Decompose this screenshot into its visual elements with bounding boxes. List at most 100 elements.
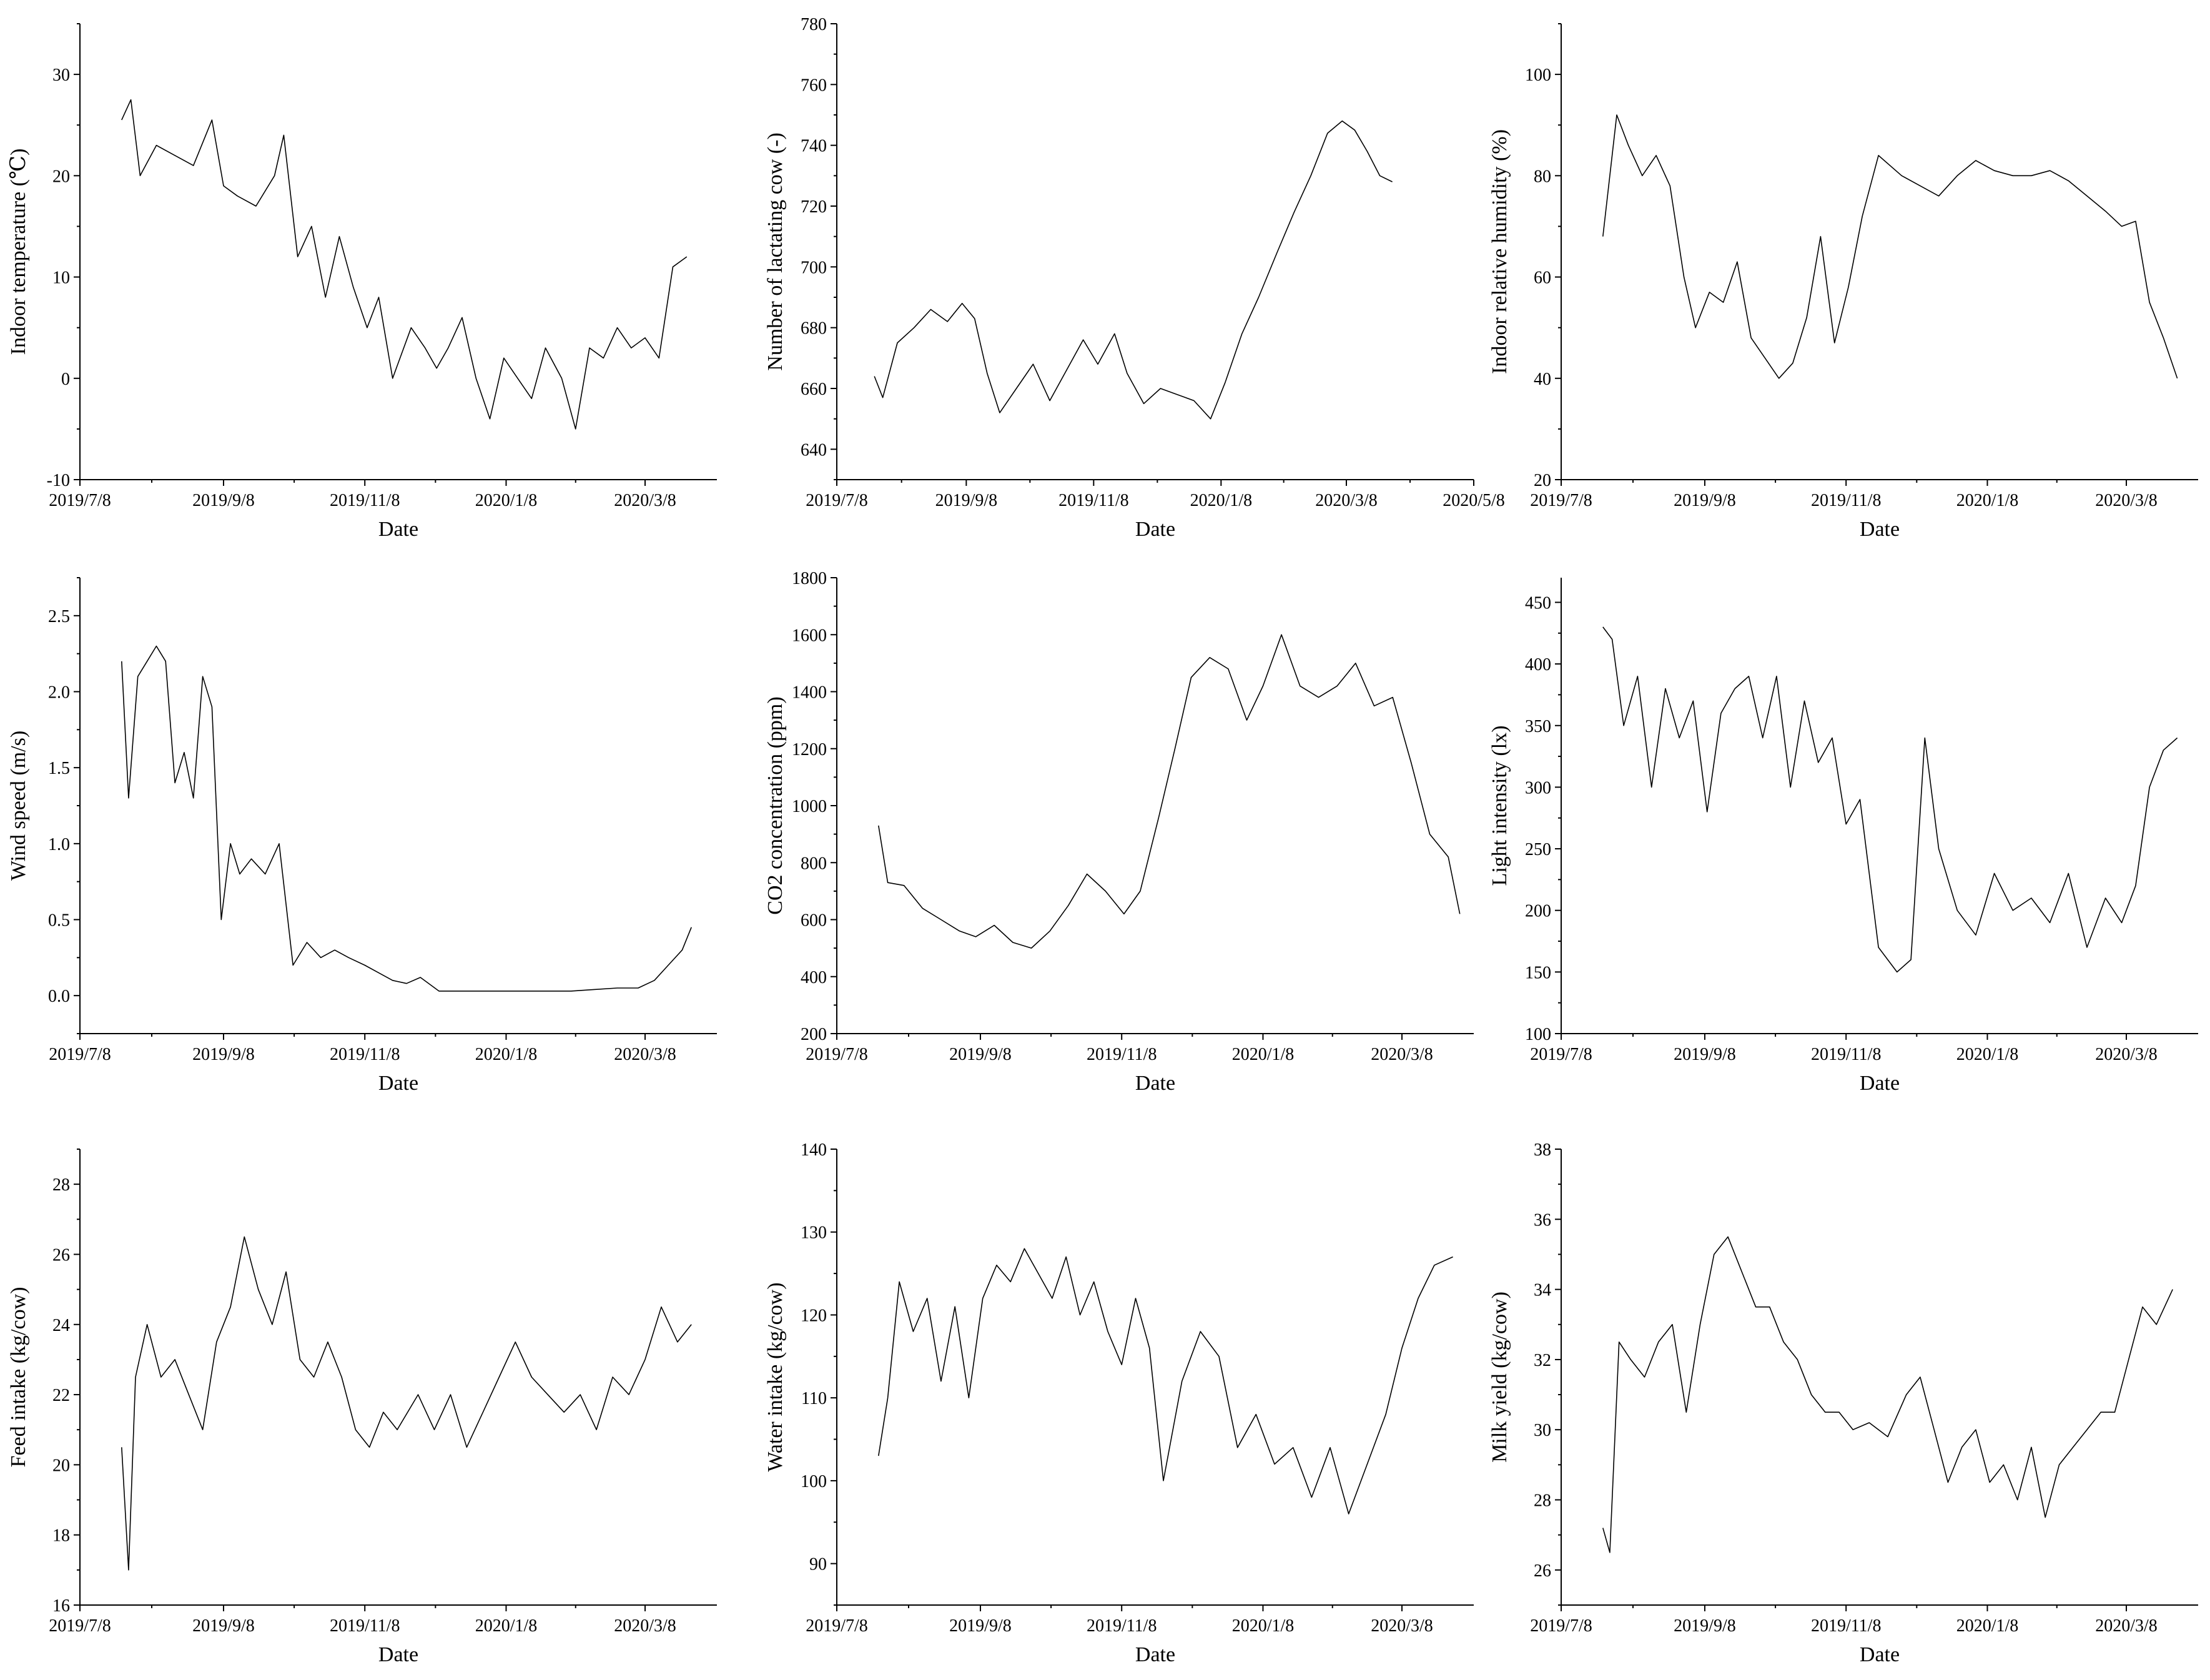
x-tick-label: 2019/11/8	[330, 491, 400, 510]
x-tick-label: 2019/11/8	[1811, 1616, 1882, 1636]
chart-panel-6: 100 150 200 250 300 350 400 450 2019/7/8 2019/9/8…	[1488, 578, 2198, 1095]
x-tick-label: 2019/7/8	[1530, 1045, 1592, 1064]
x-tick-label: 2020/3/8	[1371, 1045, 1433, 1064]
y-axis-label: Number of lactating cow (-)	[764, 132, 787, 370]
y-tick-label: 60	[1534, 269, 1551, 288]
x-tick-label: 2020/3/8	[614, 1045, 676, 1064]
y-tick-label: 20	[52, 1456, 70, 1475]
series-line-1	[121, 645, 692, 992]
x-tick-label: 2019/11/8	[1811, 491, 1882, 510]
y-axis-label: CO2 concentration (ppm)	[764, 696, 787, 914]
x-tick-label: 2019/11/8	[1811, 1045, 1882, 1064]
x-tick-label: 2020/1/8	[1956, 491, 2019, 510]
x-axis-label: Date	[1860, 518, 1900, 541]
y-tick-label: 100	[801, 1472, 827, 1491]
y-tick-label: 30	[1534, 1421, 1551, 1440]
y-tick-label: 680	[801, 319, 827, 338]
x-axis-label: Date	[1135, 518, 1175, 541]
x-tick-label: 2019/7/8	[806, 1616, 868, 1636]
y-axis-label: Wind speed (m/s)	[7, 731, 30, 881]
y-tick-label: 1200	[792, 740, 827, 759]
x-tick-label: 2020/1/8	[1956, 1616, 2019, 1636]
chart-panel-1: -10 0 10 20 30 2019/7/8 2019/9/8 2019/11/8 2020/…	[7, 23, 717, 541]
x-tick-label: 2020/1/8	[1956, 1045, 2019, 1064]
x-axis-label: Date	[378, 518, 418, 541]
y-axis-label: Light intensity (lx)	[1488, 726, 1511, 886]
x-tick-label: 2019/9/8	[192, 1616, 255, 1636]
x-tick-label: 2019/9/8	[1674, 1616, 1736, 1636]
x-tick-label: 2019/9/8	[935, 491, 998, 510]
y-tick-label: 26	[52, 1245, 70, 1265]
y-tick-label: 90	[809, 1555, 827, 1574]
x-tick-label: 2019/9/8	[1674, 491, 1736, 510]
y-tick-label: 28	[1534, 1491, 1551, 1511]
x-tick-label: 2020/3/8	[2095, 491, 2158, 510]
chart-panel-5: 200 400 600 800 1000 1200 1400 1600 1800 2019/7/8…	[764, 569, 1474, 1095]
x-tick-label: 2019/7/8	[1530, 491, 1592, 510]
x-tick-label: 2019/7/8	[49, 1616, 111, 1636]
y-tick-label: 32	[1534, 1351, 1551, 1370]
x-tick-label: 2020/3/8	[614, 491, 676, 510]
y-axis-label: Indoor relative humidity (%)	[1488, 129, 1511, 374]
y-tick-label: 110	[801, 1389, 827, 1408]
x-tick-label: 2019/9/8	[949, 1045, 1012, 1064]
y-tick-label: 200	[801, 1025, 827, 1044]
chart-panel-7: 16 18 20 22 24 26 28 2019/7/8 2019/9/8 2019/11/8 2…	[7, 1149, 717, 1666]
y-tick-label: 0.5	[48, 911, 70, 931]
x-axis-label: Date	[1860, 1072, 1900, 1095]
y-tick-label: 600	[801, 911, 827, 931]
y-tick-label: 1600	[792, 626, 827, 645]
x-tick-label: 2020/1/8	[1232, 1045, 1295, 1064]
y-tick-label: 0.0	[48, 987, 70, 1006]
y-tick-label: 400	[1525, 655, 1551, 674]
y-tick-label: 450	[1525, 593, 1551, 613]
y-tick-label: 740	[801, 137, 827, 156]
y-axis-label: Feed intake (kg/cow)	[7, 1287, 30, 1468]
series-line-1	[121, 1236, 692, 1571]
x-tick-label: 2019/7/8	[806, 1045, 868, 1064]
y-tick-label: 100	[1525, 66, 1551, 85]
series-line-1	[874, 120, 1393, 420]
x-axis-label: Date	[378, 1643, 418, 1666]
x-tick-label: 2019/7/8	[49, 491, 111, 510]
y-tick-label: 38	[1534, 1140, 1551, 1160]
x-tick-label: 2019/9/8	[192, 1045, 255, 1064]
y-axis-label: Milk yield (kg/cow)	[1488, 1292, 1511, 1463]
series-line-1	[1602, 114, 2178, 379]
y-tick-label: 1400	[792, 683, 827, 703]
y-tick-label: 20	[1534, 471, 1551, 490]
y-tick-label: 1.0	[48, 835, 70, 854]
y-tick-label: 250	[1525, 840, 1551, 859]
y-tick-label: 1800	[792, 569, 827, 588]
y-tick-label: 26	[1534, 1561, 1551, 1581]
x-axis-label: Date	[1135, 1643, 1175, 1666]
chart-panel-3: 20 40 60 80 100 2019/7/8 2019/9/8 2019/11/8 2020…	[1488, 23, 2198, 541]
y-tick-label: 150	[1525, 963, 1551, 982]
y-tick-label: 18	[52, 1526, 70, 1546]
x-tick-label: 2019/11/8	[330, 1045, 400, 1064]
y-tick-label: 2.0	[48, 683, 70, 703]
chart-panel-8: 90 100 110 120 130 140 2019/7/8 2019/9/8 2019/11…	[764, 1140, 1474, 1666]
x-axis-label: Date	[378, 1072, 418, 1095]
x-tick-label: 2020/3/8	[1315, 491, 1378, 510]
series-line-1	[121, 99, 688, 430]
y-tick-label: 120	[801, 1306, 827, 1325]
y-tick-label: 1000	[792, 797, 827, 816]
y-tick-label: 20	[52, 167, 70, 186]
chart-panel-4: 0.0 0.5 1.0 1.5 2.0 2.5 2019/7/8 2019/9/8 2019/1…	[7, 577, 717, 1095]
y-tick-label: 780	[801, 15, 827, 34]
x-tick-label: 2020/1/8	[475, 1045, 538, 1064]
y-tick-label: 200	[1525, 902, 1551, 921]
y-tick-label: 22	[52, 1386, 70, 1405]
y-tick-label: 16	[52, 1596, 70, 1616]
x-tick-label: 2019/11/8	[1087, 1045, 1157, 1064]
x-tick-label: 2020/1/8	[475, 1616, 538, 1636]
y-tick-label: 10	[52, 269, 70, 288]
x-tick-label: 2020/1/8	[1232, 1616, 1295, 1636]
y-tick-label: 800	[801, 854, 827, 873]
x-tick-label: 2020/3/8	[2095, 1616, 2158, 1636]
x-tick-label: 2020/1/8	[475, 491, 538, 510]
y-tick-label: -10	[47, 471, 70, 490]
x-tick-label: 2020/1/8	[1190, 491, 1253, 510]
chart-panel-9: 26 28 30 32 34 36 38 2019/7/8 2019/9/8 2019/11/8 2…	[1488, 1140, 2198, 1666]
